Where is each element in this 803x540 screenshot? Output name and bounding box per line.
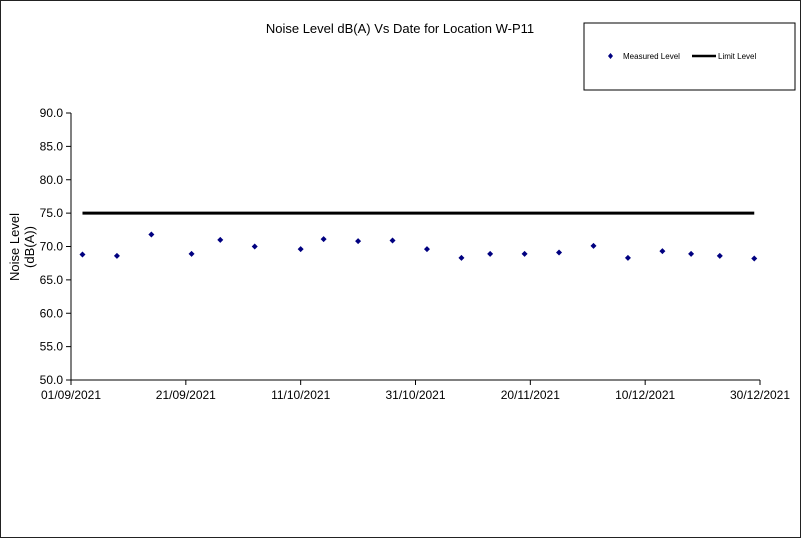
measured-level-point [113,252,120,259]
legend: Measured Level Limit Level [583,22,796,91]
legend-box [583,22,796,91]
measured-level-point [688,250,695,257]
measured-level-point [355,238,362,245]
legend-marker-measured [608,53,613,59]
measured-level-point [148,231,155,238]
y-ticks: 50.0 55.0 60.0 65.0 70.0 75.0 80.0 85.0 90.0 [40,106,71,387]
x-tick-label: 21/09/2021 [156,388,216,402]
measured-level-point [487,250,494,257]
legend-label-limit: Limit Level [718,52,756,61]
x-tick-label: 20/11/2021 [501,388,560,402]
x-tick-label: 31/10/2021 [385,388,445,402]
measured-level-point [716,252,723,259]
measured-level-point [79,251,86,258]
measured-level-point [297,246,304,253]
y-axis-label-line-1: Noise Level [7,213,22,281]
measured-level-point [423,246,430,253]
chart-title: Noise Level dB(A) Vs Date for Location W… [266,21,534,36]
measured-level-point [251,243,258,250]
x-tick-label: 11/10/2021 [271,388,330,402]
x-tick-label: 30/12/2021 [730,388,790,402]
y-tick-label: 90.0 [40,106,64,120]
x-tick-label: 10/12/2021 [615,388,675,402]
measured-level-point [320,236,327,243]
y-tick-label: 50.0 [40,373,64,387]
y-axis-label: Noise Level (dB(A)) [7,213,37,281]
measured-level-point [659,248,666,255]
measured-level-point [188,250,195,257]
measured-level-point [458,254,465,261]
measured-level-point [217,236,224,243]
measured-level-point [521,250,528,257]
legend-label-measured: Measured Level [623,52,680,61]
measured-level-point [624,254,631,261]
y-tick-label: 85.0 [40,139,64,153]
measured-level-point [556,249,563,256]
y-tick-label: 70.0 [40,240,64,254]
y-tick-label: 80.0 [40,173,64,187]
y-axis-label-line-2: (dB(A)) [22,226,37,268]
plot-series [79,211,758,262]
x-tick-label: 01/09/2021 [41,388,101,402]
y-tick-label: 65.0 [40,273,64,287]
measured-level-point [389,237,396,244]
y-tick-label: 55.0 [40,340,64,354]
measured-level-point [590,242,597,249]
y-tick-label: 75.0 [40,206,64,220]
y-tick-label: 60.0 [40,306,64,320]
axes [70,113,760,381]
x-ticks: 01/09/2021 21/09/2021 11/10/2021 31/10/2021… [41,380,790,402]
measured-level-point [751,255,758,262]
